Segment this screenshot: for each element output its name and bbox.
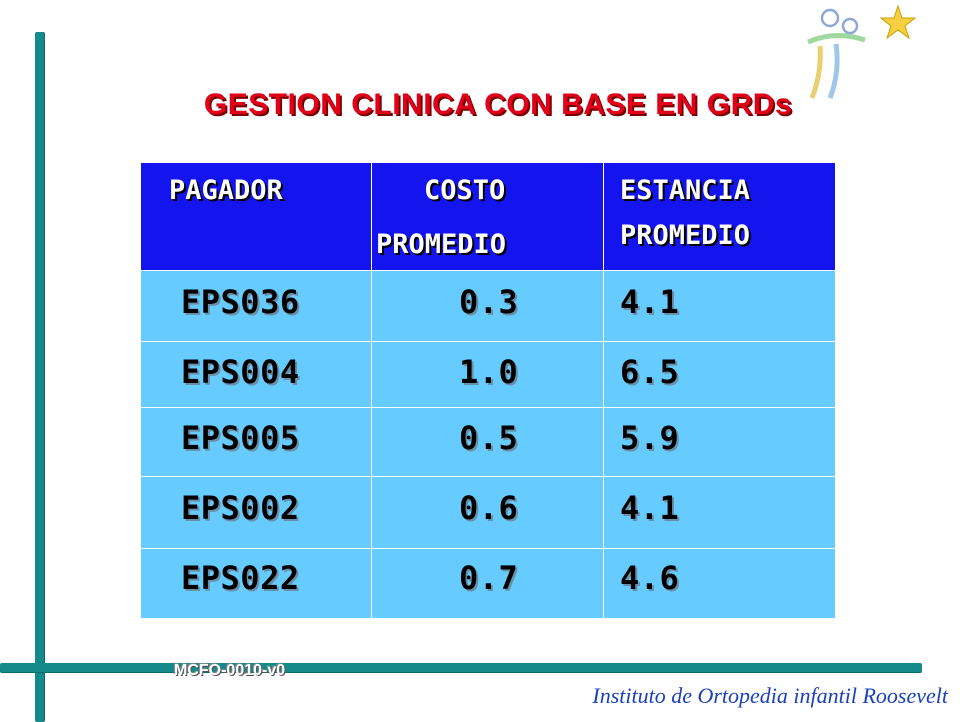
row-divider [141, 548, 835, 549]
star-figure-logo-icon [806, 4, 917, 99]
cell-estancia: 4.6 [620, 559, 680, 597]
left-accent-line [35, 32, 44, 722]
cell-pagador: EPS004 [181, 353, 300, 391]
header-costo-line2: PROMEDIO [376, 229, 507, 260]
row-divider [141, 270, 835, 271]
header-pagador: PAGADOR [169, 175, 283, 206]
institution-name: Instituto de Ortopedia infantil Roosevel… [592, 683, 948, 708]
document-code: MCFO-0010-v0 [174, 662, 286, 679]
grd-table: PAGADOR COSTO PROMEDIO ESTANCIA PROMEDIO… [141, 163, 835, 618]
header-estancia-line2: PROMEDIO [620, 220, 751, 251]
header-costo-line1: COSTO [424, 175, 506, 206]
cell-estancia: 6.5 [620, 353, 680, 391]
header-estancia-line1: ESTANCIA [620, 175, 751, 206]
cell-pagador: EPS002 [181, 489, 300, 527]
cell-costo: 0.7 [459, 559, 519, 597]
cell-estancia: 4.1 [620, 283, 680, 321]
cell-pagador: EPS022 [181, 559, 300, 597]
table-header-row [141, 163, 835, 270]
cell-estancia: 5.9 [620, 419, 680, 457]
row-divider [141, 476, 835, 477]
cell-pagador: EPS005 [181, 419, 300, 457]
slide-title: GESTION CLINICA CON BASE EN GRDs [203, 88, 793, 121]
row-divider [141, 341, 835, 342]
cell-costo: 0.5 [459, 419, 519, 457]
cell-costo: 0.3 [459, 283, 519, 321]
column-divider [603, 163, 604, 618]
cell-estancia: 4.1 [620, 489, 680, 527]
cell-costo: 0.6 [459, 489, 519, 527]
cell-costo: 1.0 [459, 353, 519, 391]
row-divider [141, 407, 835, 408]
cell-pagador: EPS036 [181, 283, 300, 321]
column-divider [371, 163, 372, 618]
bottom-accent-line [0, 663, 922, 672]
